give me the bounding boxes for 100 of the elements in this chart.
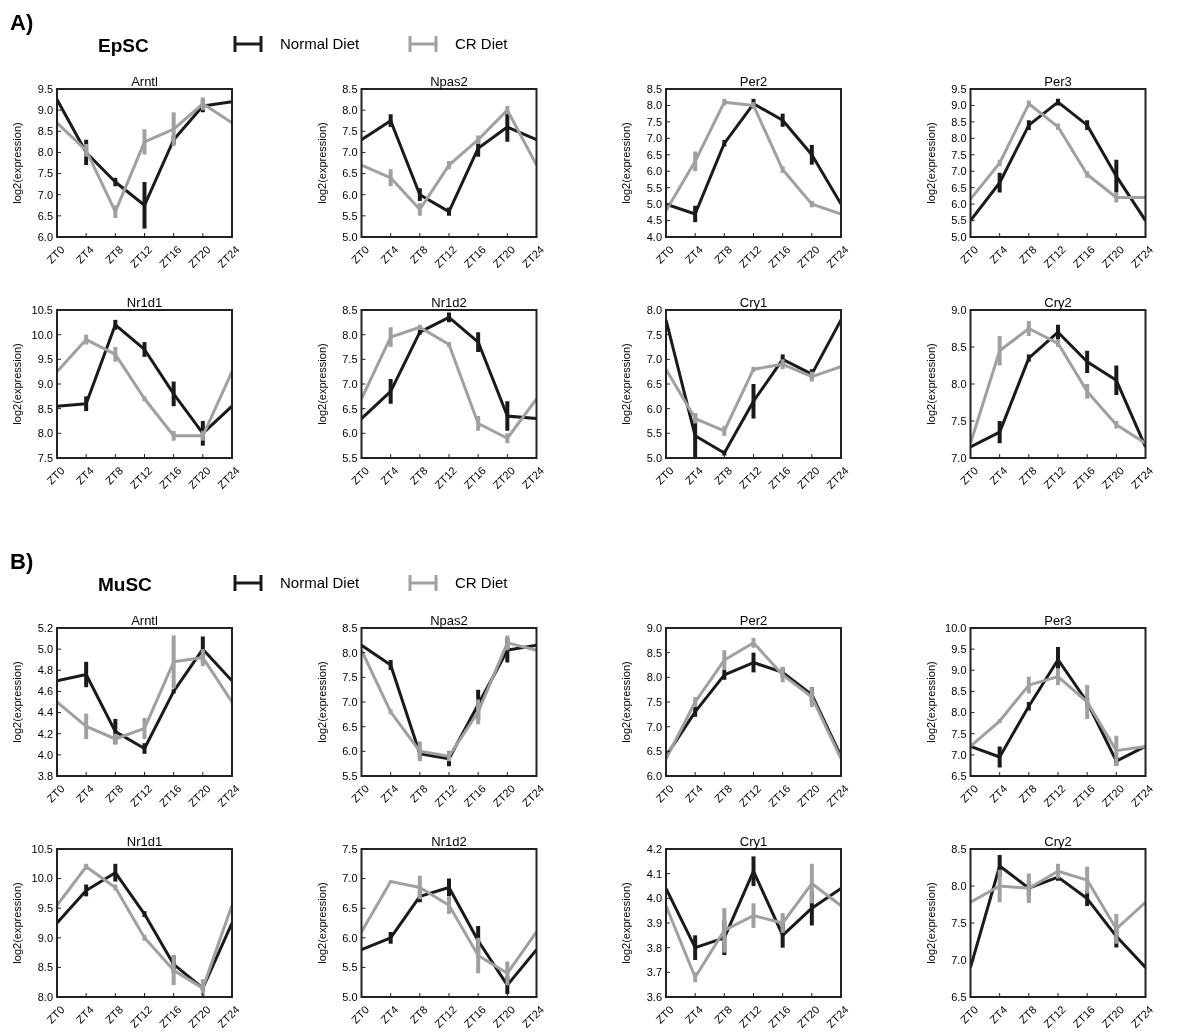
y-tick-label: 8.0 (342, 328, 358, 341)
y-tick-label: 8.0 (342, 646, 358, 659)
y-tick-label: 6.5 (342, 402, 358, 415)
chart-title: Per2 (739, 613, 768, 628)
chart-title: Cry1 (739, 295, 768, 310)
legend-label: CR Diet (455, 35, 509, 53)
y-tick-label: 5.5 (342, 961, 358, 974)
y-tick-label: 7.0 (951, 953, 967, 966)
y-tick-label: 7.5 (951, 148, 967, 161)
x-tick-label: ZT0 (44, 243, 67, 266)
y-tick-label: 10.0 (31, 328, 53, 341)
y-tick-label: 5.5 (646, 427, 662, 440)
x-tick-label: ZT0 (44, 1003, 67, 1026)
y-tick-label: 8.0 (342, 103, 358, 116)
x-tick-label: ZT0 (958, 782, 981, 805)
y-tick-label: 6.5 (951, 990, 967, 1003)
y-tick-label: 4.0 (37, 748, 53, 761)
y-tick-label: 7.5 (342, 671, 358, 684)
x-tick-label: ZT0 (44, 782, 67, 805)
x-tick-label: ZT0 (349, 782, 372, 805)
y-tick-label: 6.0 (646, 402, 662, 415)
y-tick-label: 6.5 (342, 902, 358, 915)
y-tick-label: 8.0 (646, 671, 662, 684)
y-tick-label: 7.0 (951, 748, 967, 761)
y-tick-label: 6.0 (37, 230, 53, 243)
y-tick-label: 9.5 (951, 82, 967, 95)
y-tick-label: 7.5 (37, 167, 53, 180)
x-tick-label: ZT8 (711, 1003, 735, 1026)
text: EpSC (98, 35, 149, 56)
y-tick-label: 7.0 (342, 695, 358, 708)
x-tick-label: ZT4 (682, 1003, 706, 1026)
y-tick-label: 6.5 (951, 769, 967, 782)
y-tick-label: 8.0 (951, 132, 967, 145)
y-tick-label: 8.0 (37, 427, 53, 440)
y-tick-label: 6.0 (342, 931, 358, 944)
y-tick-label: 8.0 (37, 146, 53, 159)
x-tick-label: ZT0 (349, 243, 372, 266)
chart-title: Cry1 (739, 834, 768, 849)
x-tick-label: ZT4 (987, 243, 1010, 266)
y-tick-label: 6.5 (951, 181, 967, 194)
y-tick-label: 7.0 (951, 165, 967, 178)
y-tick-label: 7.0 (37, 188, 53, 201)
y-tick-label: 9.0 (951, 664, 967, 677)
x-tick-label: ZT4 (682, 782, 706, 805)
x-tick-label: ZT8 (102, 243, 126, 266)
y-tick-label: 5.0 (37, 642, 53, 655)
y-tick-label: 8.5 (342, 621, 358, 634)
y-tick-label: 4.2 (646, 842, 662, 855)
y-tick-label: 8.0 (951, 879, 967, 892)
y-tick-label: 8.5 (646, 82, 662, 95)
chart-title: Arntl (131, 74, 158, 89)
x-tick-label: ZT8 (1016, 1003, 1039, 1026)
y-axis-title: log2(expression) (11, 122, 23, 204)
y-tick-label: 7.0 (646, 132, 662, 145)
y-tick-label: 8.5 (951, 340, 967, 353)
y-tick-label: 5.5 (342, 209, 358, 222)
y-tick-label: 6.0 (646, 165, 662, 178)
y-tick-label: 3.9 (646, 916, 662, 929)
y-axis-title: log2(expression) (620, 882, 632, 964)
chart-title: Per3 (1044, 74, 1072, 89)
y-tick-label: 6.0 (342, 427, 358, 440)
y-axis-title: log2(expression) (924, 882, 937, 964)
y-tick-label: 8.5 (37, 961, 53, 974)
y-axis-title: log2(expression) (11, 661, 23, 743)
x-tick-label: ZT4 (682, 243, 706, 266)
y-tick-label: 3.8 (37, 769, 53, 782)
y-axis-title: log2(expression) (924, 122, 937, 204)
y-tick-label: 6.0 (342, 745, 358, 758)
text: MuSC (98, 574, 153, 595)
y-axis-title: log2(expression) (924, 343, 937, 425)
x-tick-label: ZT0 (349, 464, 372, 487)
y-tick-label: 7.5 (951, 916, 967, 929)
y-tick-label: 8.5 (37, 402, 53, 415)
y-tick-label: 5.0 (951, 230, 967, 243)
y-tick-label: 6.5 (646, 745, 662, 758)
y-tick-label: 7.0 (342, 377, 358, 390)
x-tick-label: ZT8 (407, 464, 430, 487)
y-axis-title: log2(expression) (924, 661, 937, 743)
y-tick-label: 8.0 (37, 990, 53, 1003)
y-tick-label: 5.5 (342, 451, 358, 464)
y-tick-label: 8.5 (951, 842, 967, 855)
x-tick-label: ZT4 (987, 464, 1010, 487)
y-tick-label: 8.5 (342, 303, 358, 316)
x-tick-label: ZT4 (73, 1003, 97, 1026)
x-tick-label: ZT0 (653, 782, 676, 805)
y-tick-label: 4.2 (37, 727, 53, 740)
x-tick-label: ZT4 (378, 464, 401, 487)
y-tick-label: 8.0 (646, 99, 662, 112)
x-tick-label: ZT8 (407, 782, 430, 805)
y-tick-label: 7.0 (646, 720, 662, 733)
y-tick-label: 6.0 (646, 769, 662, 782)
legend-label: Normal Diet (280, 574, 361, 592)
chart-title: Nr1d1 (126, 295, 163, 310)
x-tick-label: ZT0 (653, 464, 676, 487)
y-tick-label: 4.8 (37, 664, 53, 677)
y-tick-label: 7.5 (646, 328, 662, 341)
y-tick-label: 9.5 (37, 353, 53, 366)
y-tick-label: 3.8 (646, 941, 662, 954)
y-tick-label: 5.5 (646, 181, 662, 194)
y-tick-label: 6.5 (342, 720, 358, 733)
